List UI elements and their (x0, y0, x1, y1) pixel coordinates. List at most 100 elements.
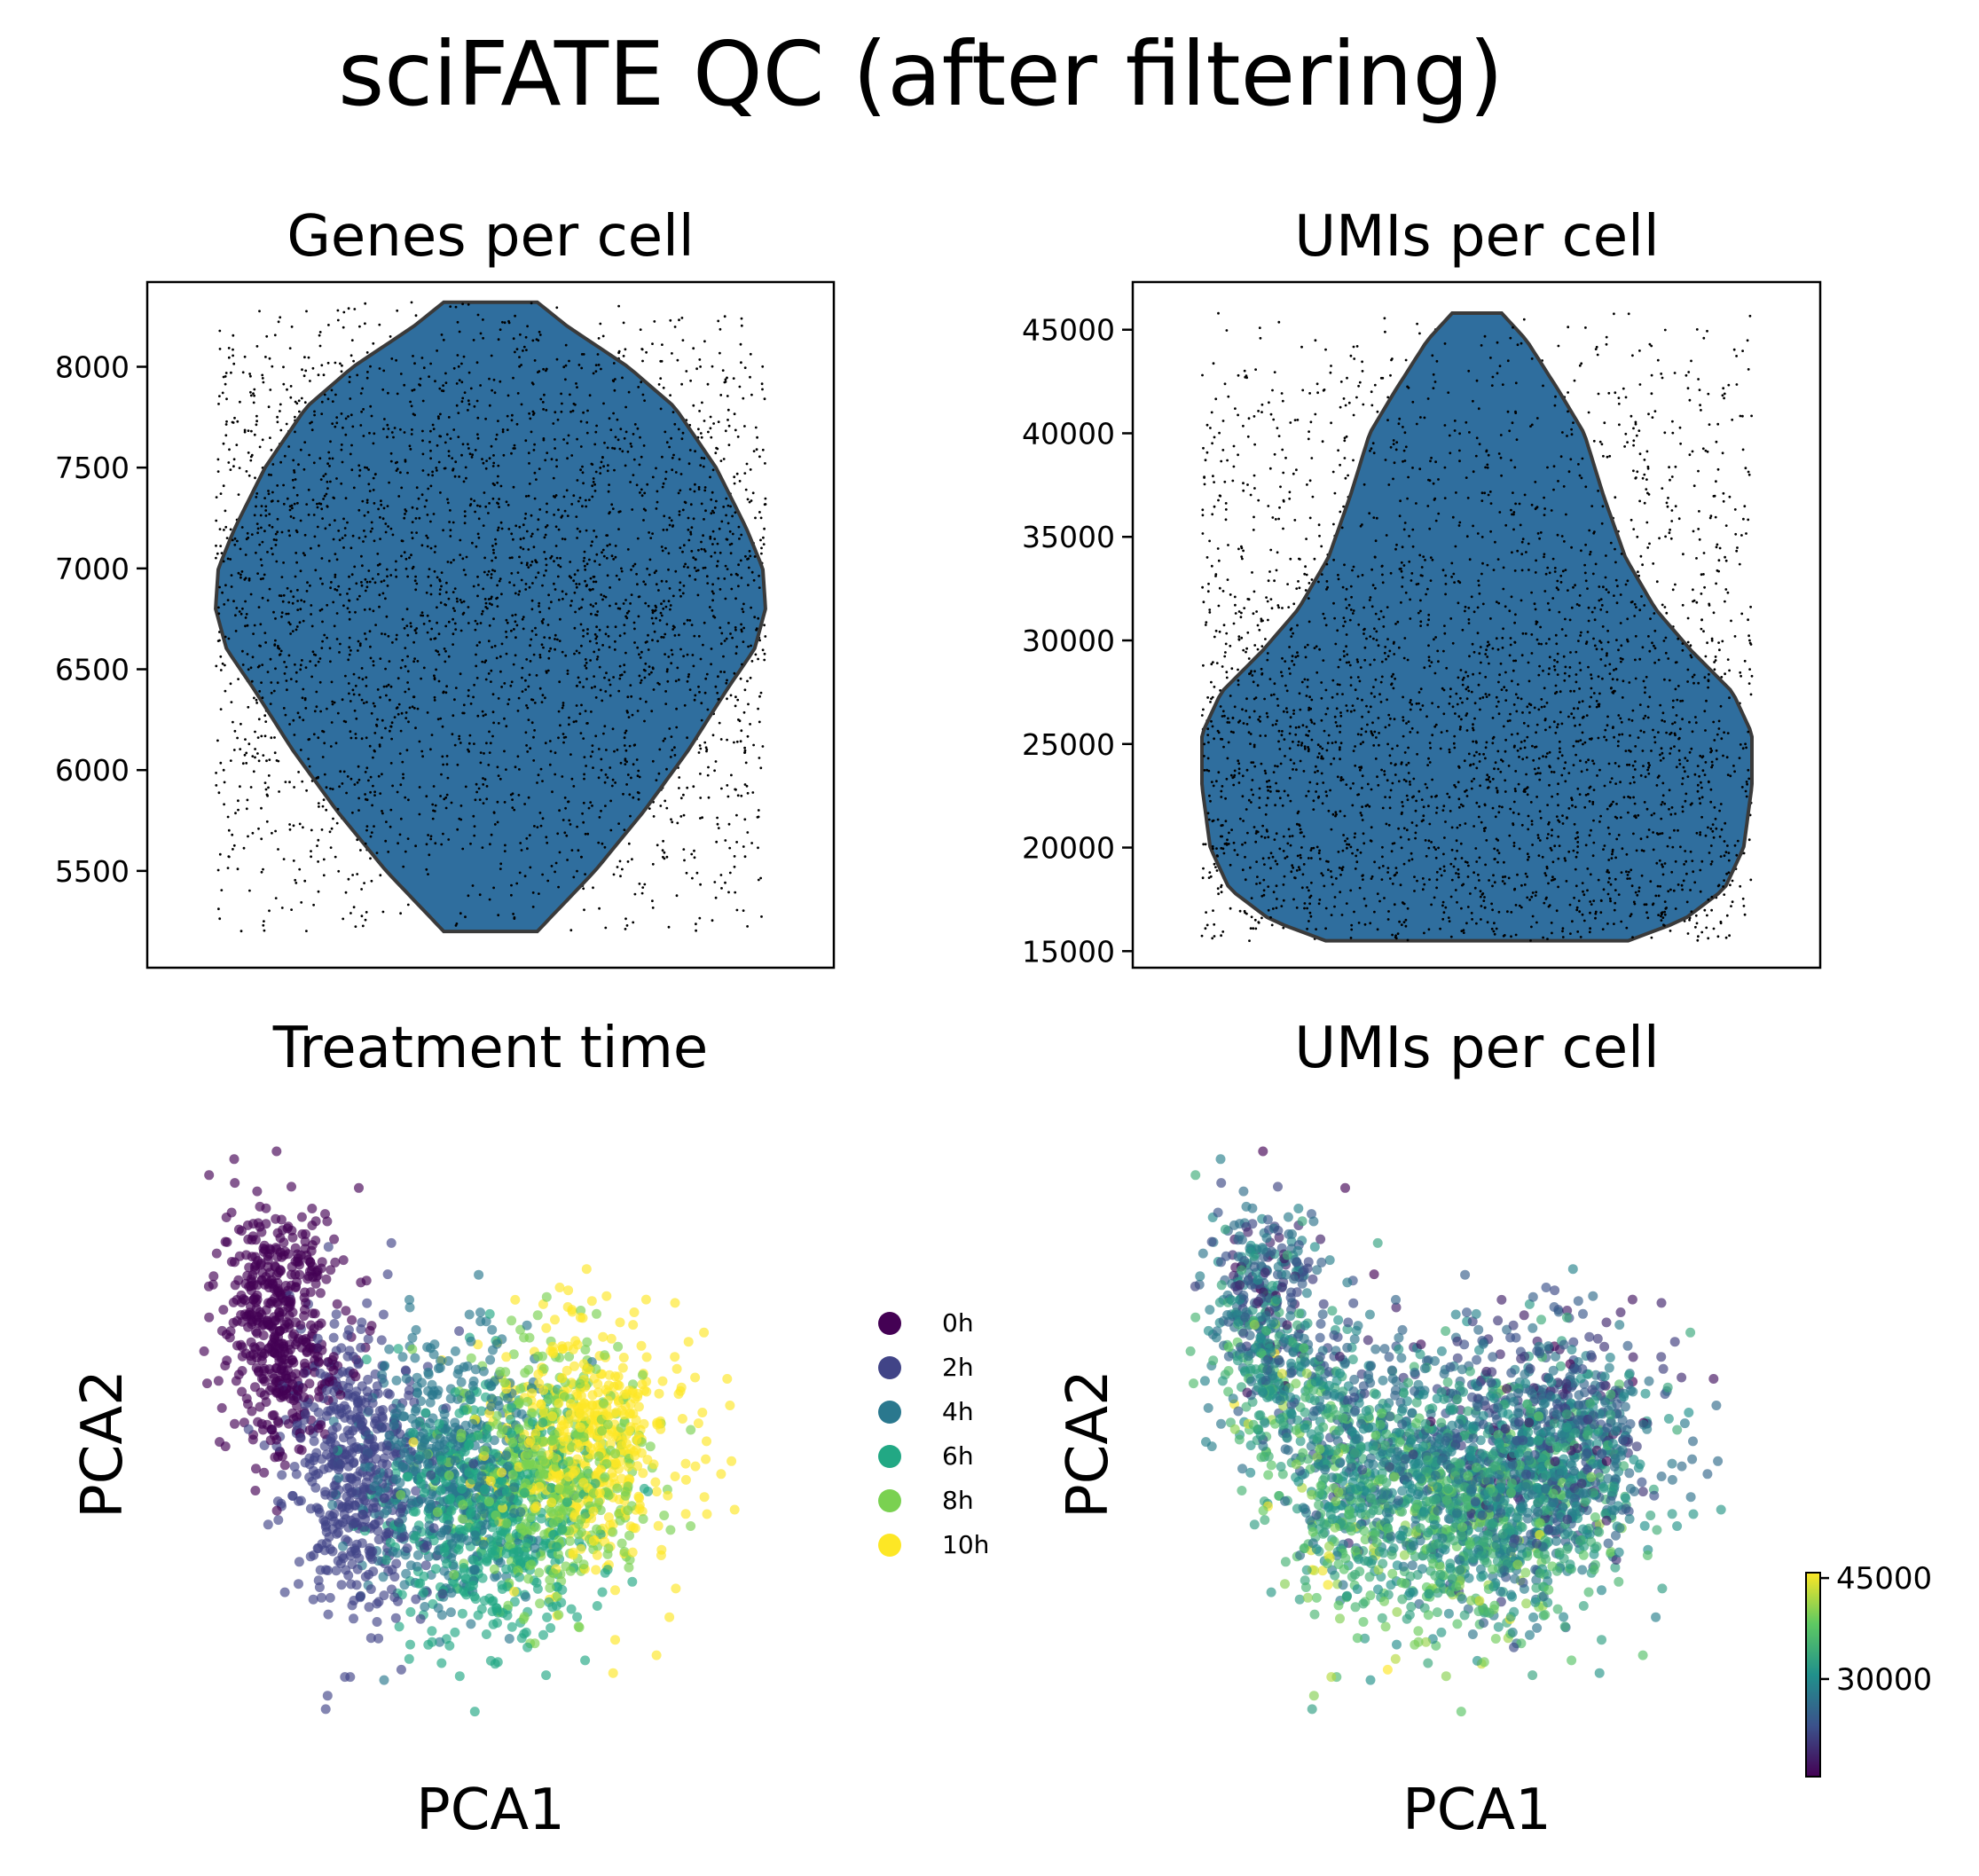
strip-point (670, 735, 673, 738)
strip-point (1400, 600, 1402, 604)
strip-point (1344, 404, 1347, 407)
strip-point (1617, 893, 1621, 896)
strip-point (215, 772, 218, 774)
strip-point (353, 709, 357, 712)
strip-point (1228, 831, 1230, 835)
strip-point (352, 906, 356, 909)
strip-point (428, 619, 431, 623)
strip-point (355, 582, 358, 585)
strip-point (601, 699, 604, 703)
strip-point (690, 624, 694, 626)
strip-point (373, 704, 376, 708)
strip-point (1205, 423, 1209, 427)
strip-point (482, 587, 485, 591)
strip-point (357, 475, 361, 477)
strip-point (280, 907, 284, 909)
strip-point (326, 361, 330, 365)
strip-point (461, 847, 465, 851)
strip-point (1700, 815, 1703, 819)
strip-point (416, 660, 420, 663)
strip-point (352, 486, 356, 490)
strip-point (1533, 767, 1536, 771)
strip-point (1437, 478, 1440, 481)
strip-point (421, 614, 425, 617)
strip-point (1536, 532, 1540, 535)
strip-point (220, 552, 224, 554)
strip-point (673, 634, 677, 637)
strip-point (389, 729, 391, 733)
strip-point (491, 559, 493, 562)
strip-point (1509, 637, 1512, 640)
strip-point (644, 669, 647, 672)
strip-point (1686, 616, 1690, 620)
strip-point (506, 621, 509, 624)
strip-point (1700, 786, 1703, 789)
strip-point (619, 761, 623, 765)
strip-point (328, 830, 332, 834)
strip-point (1351, 704, 1355, 707)
strip-point (1619, 717, 1622, 720)
strip-point (1705, 926, 1708, 930)
strip-point (304, 369, 308, 373)
strip-point (707, 765, 710, 769)
strip-point (1349, 889, 1353, 892)
strip-point (564, 593, 568, 596)
strip-point (428, 440, 431, 443)
strip-point (371, 804, 373, 807)
strip-point (554, 438, 556, 441)
strip-point (475, 782, 478, 786)
strip-point (541, 622, 545, 624)
strip-point (244, 553, 247, 556)
strip-point (514, 765, 517, 769)
strip-point (1686, 640, 1690, 644)
strip-point (289, 590, 293, 593)
strip-point (749, 468, 752, 471)
strip-point (310, 420, 313, 424)
strip-point (441, 725, 444, 728)
strip-point (364, 771, 367, 773)
strip-point (1249, 927, 1253, 930)
strip-point (1590, 673, 1592, 677)
strip-point (429, 457, 432, 460)
strip-point (242, 846, 246, 850)
strip-point (227, 637, 231, 640)
strip-point (1671, 431, 1675, 435)
strip-point (1330, 763, 1332, 765)
strip-point (1638, 499, 1641, 503)
strip-point (467, 443, 469, 446)
strip-point (1581, 716, 1584, 719)
strip-point (326, 707, 328, 710)
strip-point (445, 433, 449, 436)
strip-point (606, 446, 609, 450)
strip-point (606, 574, 609, 577)
strip-point (1530, 652, 1534, 655)
strip-point (633, 562, 637, 566)
strip-point (1717, 719, 1721, 723)
strip-point (375, 723, 378, 726)
strip-point (239, 748, 242, 750)
strip-point (563, 509, 567, 513)
strip-point (229, 558, 232, 561)
strip-point (1324, 927, 1327, 930)
strip-point (1423, 883, 1426, 886)
strip-point (1252, 680, 1255, 684)
strip-point (760, 552, 763, 555)
strip-point (1614, 391, 1617, 395)
strip-point (545, 670, 548, 673)
strip-point (1713, 661, 1716, 663)
strip-point (402, 773, 404, 776)
strip-point (1295, 468, 1298, 472)
strip-point (1514, 613, 1517, 616)
strip-point (1352, 609, 1355, 612)
strip-point (607, 490, 610, 493)
strip-point (1700, 593, 1703, 595)
strip-point (298, 867, 302, 871)
strip-point (1637, 570, 1639, 574)
strip-point (625, 924, 629, 927)
strip-point (230, 701, 233, 703)
strip-point (760, 915, 763, 918)
strip-point (706, 773, 710, 777)
strip-point (1567, 589, 1569, 592)
strip-point (1492, 930, 1496, 933)
